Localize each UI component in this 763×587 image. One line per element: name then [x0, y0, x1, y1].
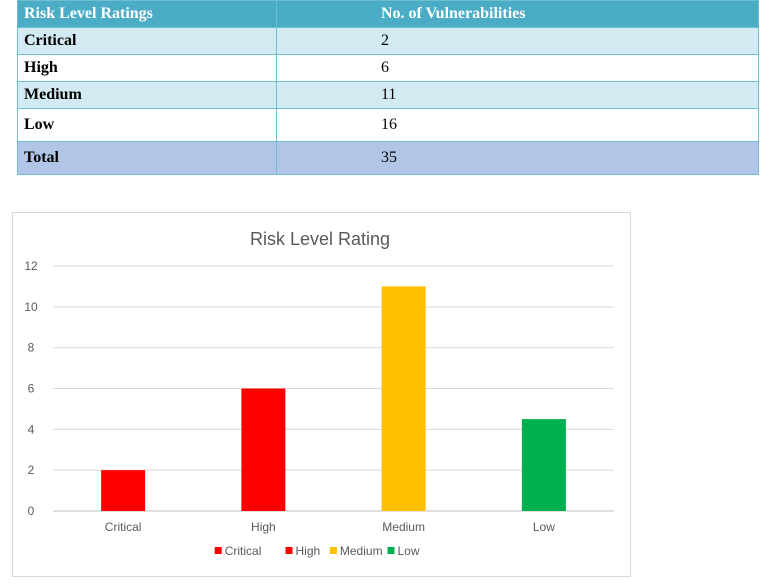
- row-label: Medium: [17, 81, 277, 109]
- table-row: Critical 2: [17, 27, 759, 55]
- row-label: Critical: [17, 27, 277, 55]
- row-value: 16: [276, 108, 759, 142]
- legend-label: Low: [398, 544, 420, 558]
- table-header-row: Risk Level Ratings No. of Vulnerabilitie…: [17, 0, 759, 28]
- row-value: 2: [276, 27, 759, 55]
- y-tick-label: 8: [28, 341, 35, 355]
- legend-label: Critical: [225, 544, 262, 558]
- x-category-label: High: [251, 520, 276, 534]
- table-row: Low 16: [17, 108, 759, 142]
- legend-swatch: [285, 547, 293, 554]
- table-row: Medium 11: [17, 81, 759, 109]
- x-category-label: Low: [533, 520, 555, 534]
- bar-critical: [101, 470, 146, 511]
- bars: [101, 286, 566, 511]
- legend-label: High: [296, 544, 321, 558]
- y-tick-label: 2: [28, 463, 35, 477]
- y-tick-label: 10: [24, 300, 38, 314]
- row-label: Low: [17, 108, 277, 142]
- x-category-label: Medium: [382, 520, 425, 534]
- table-row: High 6: [17, 54, 759, 82]
- y-axis-ticks: 0 2 4 6 8 10 12: [24, 259, 38, 518]
- bar-medium: [381, 286, 426, 511]
- chart-title: Risk Level Rating: [250, 229, 390, 249]
- total-label: Total: [17, 141, 277, 175]
- risk-level-chart: Risk Level Rating 0 2 4 6 8 10 12 Critical High…: [12, 212, 631, 577]
- bar-high: [241, 388, 286, 511]
- y-tick-label: 12: [24, 259, 38, 273]
- y-tick-label: 4: [28, 422, 35, 436]
- gridlines: [53, 265, 614, 512]
- y-tick-label: 6: [28, 382, 35, 396]
- header-vulnerability-count: No. of Vulnerabilities: [276, 0, 759, 28]
- total-value: 35: [276, 141, 759, 175]
- legend-label: Medium: [340, 544, 383, 558]
- legend-swatch: [214, 547, 222, 554]
- legend-swatch: [387, 547, 395, 554]
- header-risk-level: Risk Level Ratings: [17, 0, 277, 28]
- row-label: High: [17, 54, 277, 82]
- table-total-row: Total 35: [17, 141, 759, 175]
- legend: Critical High Medium Low: [214, 544, 420, 558]
- legend-swatch: [329, 547, 337, 554]
- x-axis-categories: Critical High Medium Low: [105, 520, 555, 534]
- bar-low: [521, 419, 566, 511]
- row-value: 6: [276, 54, 759, 82]
- x-category-label: Critical: [105, 520, 142, 534]
- risk-level-table: Risk Level Ratings No. of Vulnerabilitie…: [17, 0, 759, 175]
- chart-canvas: Risk Level Rating 0 2 4 6 8 10 12 Critical High…: [24, 229, 614, 558]
- row-value: 11: [276, 81, 759, 109]
- y-tick-label: 0: [28, 504, 35, 518]
